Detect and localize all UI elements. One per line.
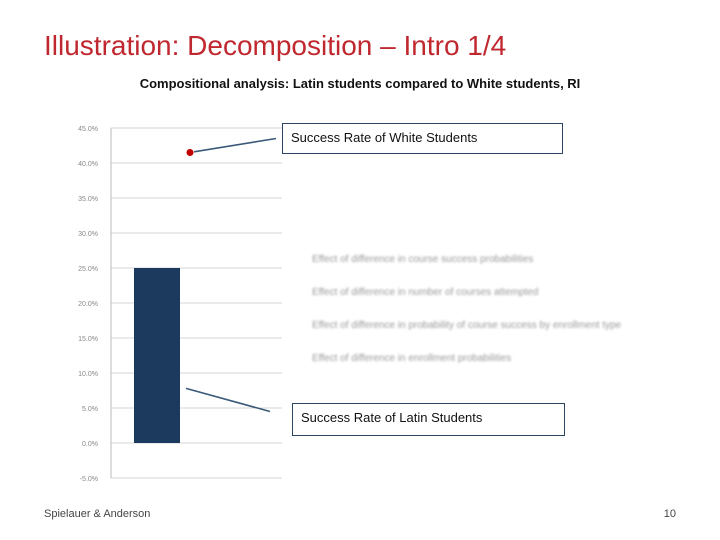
slide-title: Illustration: Decomposition – Intro 1/4 [44, 30, 507, 61]
y-tick-label: 45.0% [78, 126, 98, 133]
y-tick-label: 30.0% [78, 231, 98, 238]
page-number: 10 [663, 508, 676, 520]
footer-author: Spielauer & Anderson [44, 508, 151, 520]
callout-white-students: Success Rate of White Students [282, 123, 563, 154]
y-tick-label: 5.0% [82, 406, 98, 413]
series-line-lower [185, 387, 271, 413]
bar [134, 268, 180, 443]
callout-white-students-label: Success Rate of White Students [291, 130, 478, 145]
y-tick-label: 40.0% [78, 161, 98, 168]
data-point [186, 149, 194, 156]
callout-latin-students-label: Success Rate of Latin Students [301, 410, 483, 425]
y-tick-label: 20.0% [78, 301, 98, 308]
legend-entry-1: Effect of difference in course success p… [312, 254, 534, 265]
series-line-upper [193, 137, 277, 153]
legend-entry-2: Effect of difference in number of course… [312, 287, 539, 298]
y-tick-label: 0.0% [82, 441, 98, 448]
chart-title: Compositional analysis: Latin students c… [139, 76, 581, 91]
legend-entry-3: Effect of difference in probability of c… [312, 320, 622, 331]
y-tick-label: 15.0% [78, 336, 98, 343]
callout-latin-students: Success Rate of Latin Students [292, 403, 565, 436]
legend-entry-4: Effect of difference in enrollment proba… [312, 353, 512, 364]
y-tick-label: -5.0% [80, 476, 98, 483]
y-tick-label: 25.0% [78, 266, 98, 273]
y-tick-label: 35.0% [78, 196, 98, 203]
y-tick-label: 10.0% [78, 371, 98, 378]
